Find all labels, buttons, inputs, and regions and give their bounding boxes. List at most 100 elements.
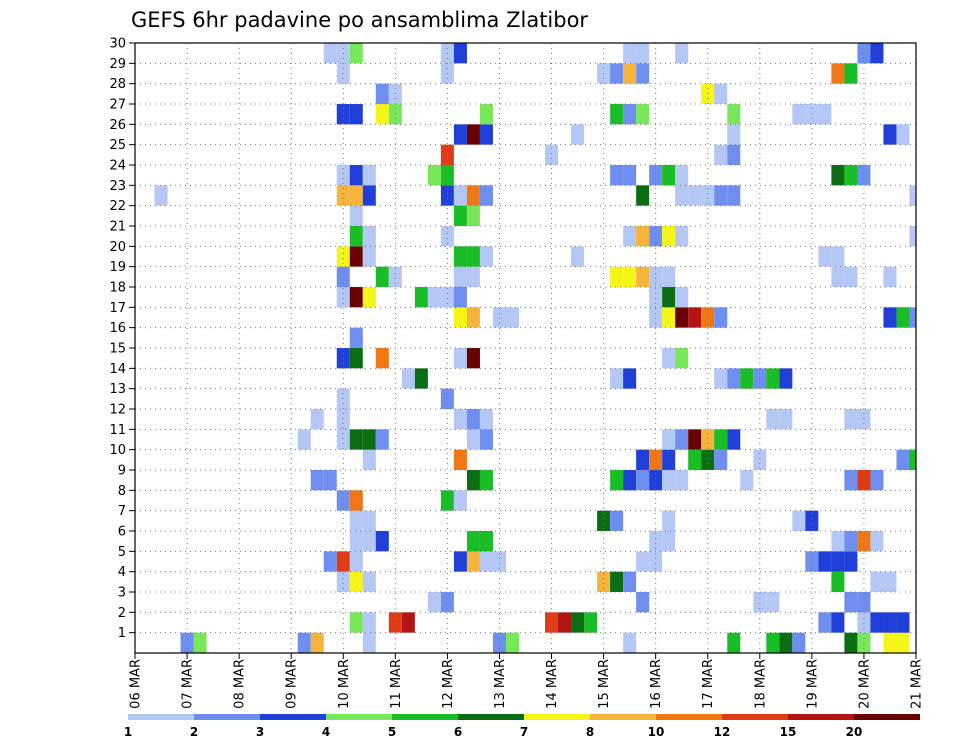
- heatmap-cell: [414, 287, 428, 308]
- heatmap-cell: [870, 43, 884, 64]
- heatmap-cell: [636, 470, 650, 491]
- y-tick-label: 16: [109, 321, 126, 336]
- heatmap-cell: [492, 551, 506, 572]
- heatmap-cell: [727, 124, 741, 145]
- heatmap-cell: [649, 266, 663, 287]
- heatmap-cell: [466, 429, 480, 450]
- heatmap-cell: [701, 449, 715, 470]
- x-axis-ticks: 06 MAR 07 MAR 08 MAR 09 MAR 10 MAR 11 MAR 12 M…: [129, 653, 925, 709]
- heatmap-cell: [649, 470, 663, 491]
- heatmap-cell: [505, 632, 519, 653]
- heatmap-cell: [662, 287, 676, 308]
- heatmap-cell: [349, 571, 363, 592]
- heatmap-cell: [336, 409, 350, 430]
- heatmap-cell: [453, 266, 467, 287]
- heatmap-cell: [466, 307, 480, 328]
- heatmap-cell: [636, 551, 650, 572]
- heatmap-cell: [375, 429, 389, 450]
- heatmap-cell: [844, 409, 858, 430]
- heatmap-cell: [453, 449, 467, 470]
- heatmap-cell: [870, 571, 884, 592]
- heatmap-cell: [466, 266, 480, 287]
- heatmap-cell: [662, 531, 676, 552]
- heatmap-cell: [323, 43, 337, 64]
- heatmap-cell: [427, 165, 441, 186]
- heatmap-cell: [440, 165, 454, 186]
- heatmap-cell: [466, 409, 480, 430]
- y-tick-label: 9: [118, 464, 126, 479]
- heatmap-cell: [818, 612, 832, 633]
- heatmap-cell: [675, 307, 689, 328]
- heatmap-cell: [610, 63, 624, 84]
- heatmap-cell: [896, 124, 910, 145]
- legend-tick-label: 8: [586, 725, 594, 739]
- heatmap-cell: [571, 124, 585, 145]
- heatmap-cell: [466, 531, 480, 552]
- heatmap-cell: [649, 307, 663, 328]
- heatmap-cell: [310, 409, 324, 430]
- heatmap-cell: [662, 348, 676, 369]
- heatmap-cell: [362, 449, 376, 470]
- heatmap-cell: [362, 165, 376, 186]
- heatmap-cell: [388, 612, 402, 633]
- heatmap-cell: [466, 205, 480, 226]
- heatmap-cell: [818, 551, 832, 572]
- heatmap-cell: [636, 449, 650, 470]
- heatmap-cell: [727, 429, 741, 450]
- y-tick-label: 28: [109, 77, 126, 92]
- x-tick-label: 07 MAR: [181, 659, 196, 709]
- heatmap-cell: [896, 307, 910, 328]
- heatmap-cell: [375, 104, 389, 125]
- heatmap-cell: [662, 307, 676, 328]
- heatmap-cell: [610, 571, 624, 592]
- heatmap-cell: [362, 632, 376, 653]
- legend-tick-label: 20: [846, 725, 863, 739]
- heatmap-cell: [714, 307, 728, 328]
- heatmap-cell: [662, 165, 676, 186]
- heatmap-cell: [349, 612, 363, 633]
- heatmap-cell: [662, 449, 676, 470]
- heatmap-cell: [831, 571, 845, 592]
- legend-tick-label: 6: [454, 725, 462, 739]
- y-tick-label: 22: [109, 199, 126, 214]
- heatmap-cell: [479, 429, 493, 450]
- chart-title: GEFS 6hr padavine po ansamblima Zlatibor: [131, 8, 588, 32]
- heatmap-cell: [336, 490, 350, 511]
- heatmap-cell: [636, 43, 650, 64]
- heatmap-cell: [688, 307, 702, 328]
- heatmap-cell: [857, 612, 871, 633]
- heatmap-cell: [701, 185, 715, 206]
- x-tick-label: 18 MAR: [753, 659, 768, 709]
- heatmap-cell: [831, 551, 845, 572]
- heatmap-cell: [349, 510, 363, 531]
- heatmap-cell: [597, 571, 611, 592]
- heatmap-cell: [466, 470, 480, 491]
- heatmap-cell: [688, 185, 702, 206]
- heatmap-cell: [427, 592, 441, 613]
- heatmap-cell: [831, 266, 845, 287]
- color-legend: 1 2 3 4 5 6 7 8 10 12 15 20: [124, 714, 920, 739]
- heatmap-cell: [610, 470, 624, 491]
- heatmap-cell: [844, 592, 858, 613]
- heatmap-cell: [479, 470, 493, 491]
- heatmap-cell: [584, 612, 598, 633]
- heatmap-cell: [857, 632, 871, 653]
- heatmap-cell: [766, 632, 780, 653]
- heatmap-cell: [727, 632, 741, 653]
- heatmap-cell: [675, 429, 689, 450]
- heatmap-cell: [766, 592, 780, 613]
- heatmap-cell: [727, 104, 741, 125]
- heatmap-cell: [453, 409, 467, 430]
- legend-swatch: [458, 714, 524, 720]
- heatmap-cell: [623, 632, 637, 653]
- heatmap-cell: [857, 531, 871, 552]
- heatmap-cell: [193, 632, 207, 653]
- heatmap-cell: [310, 470, 324, 491]
- heatmap-cell: [909, 226, 916, 247]
- heatmap-cell: [779, 632, 793, 653]
- legend-swatch: [788, 714, 854, 720]
- heatmap-cell: [440, 226, 454, 247]
- heatmap-cell: [453, 43, 467, 64]
- y-tick-label: 3: [118, 586, 126, 601]
- heatmap-cell: [883, 266, 897, 287]
